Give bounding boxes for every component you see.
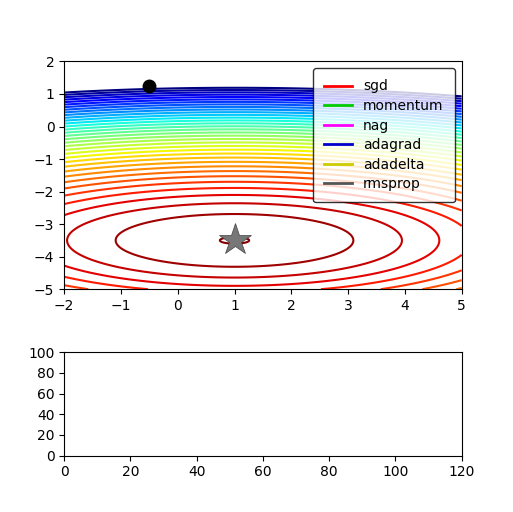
Legend: sgd, momentum, nag, adagrad, adadelta, rmsprop: sgd, momentum, nag, adagrad, adadelta, r… [313, 69, 455, 202]
